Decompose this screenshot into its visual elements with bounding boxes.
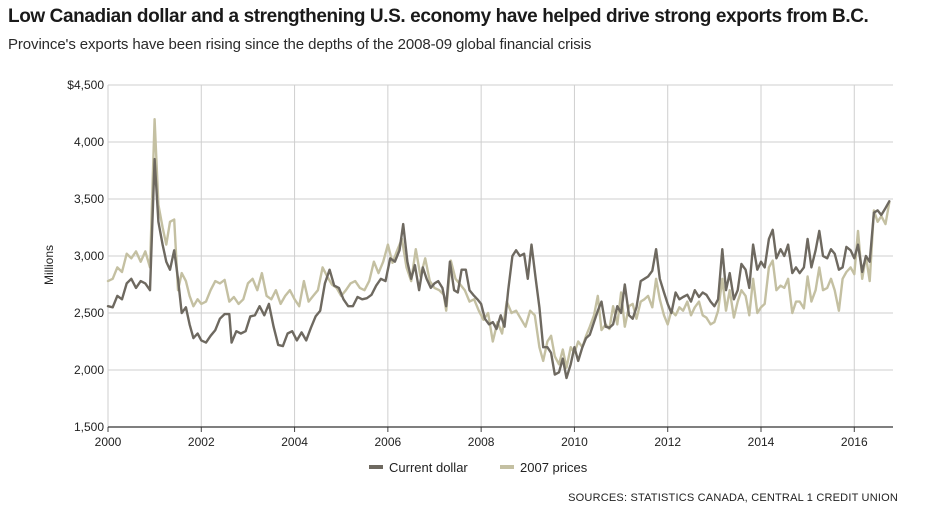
y-tick-label: 3,000 [74,249,104,263]
y-tick-label: 4,000 [74,135,104,149]
x-tick-label: 2016 [841,435,868,449]
axes: 1,500 2,000 2,500 3,000 3,500 4,000 $4,500 2000… [67,78,893,449]
y-tick-label: 2,500 [74,306,104,320]
series-line-current-dollar [106,157,891,380]
x-tick-label: 2002 [188,435,215,449]
legend-label: 2007 prices [520,460,588,475]
series-line-2007-prices [106,118,891,369]
x-tick-label: 2004 [281,435,308,449]
gridlines [107,84,893,428]
y-axis-label: Millions [42,245,56,285]
y-tick-label: 2,000 [74,363,104,377]
series-lines [106,118,891,380]
x-tick-label: 2012 [654,435,681,449]
chart-subtitle: Province's exports have been rising sinc… [8,36,592,53]
y-tick-label: 1,500 [74,420,104,434]
x-tick-label: 2014 [748,435,775,449]
y-tick-label: $4,500 [67,78,104,92]
x-tick-label: 2010 [561,435,588,449]
y-tick-label: 3,500 [74,192,104,206]
legend: Current dollar 2007 prices [369,460,588,475]
x-tick-label: 2006 [375,435,402,449]
source-note: SOURCES: STATISTICS CANADA, CENTRAL 1 CR… [568,492,898,504]
legend-label: Current dollar [389,460,468,475]
x-tick-label: 2000 [95,435,122,449]
chart-title: Low Canadian dollar and a strengthening … [8,6,869,27]
x-tick-label: 2008 [468,435,495,449]
